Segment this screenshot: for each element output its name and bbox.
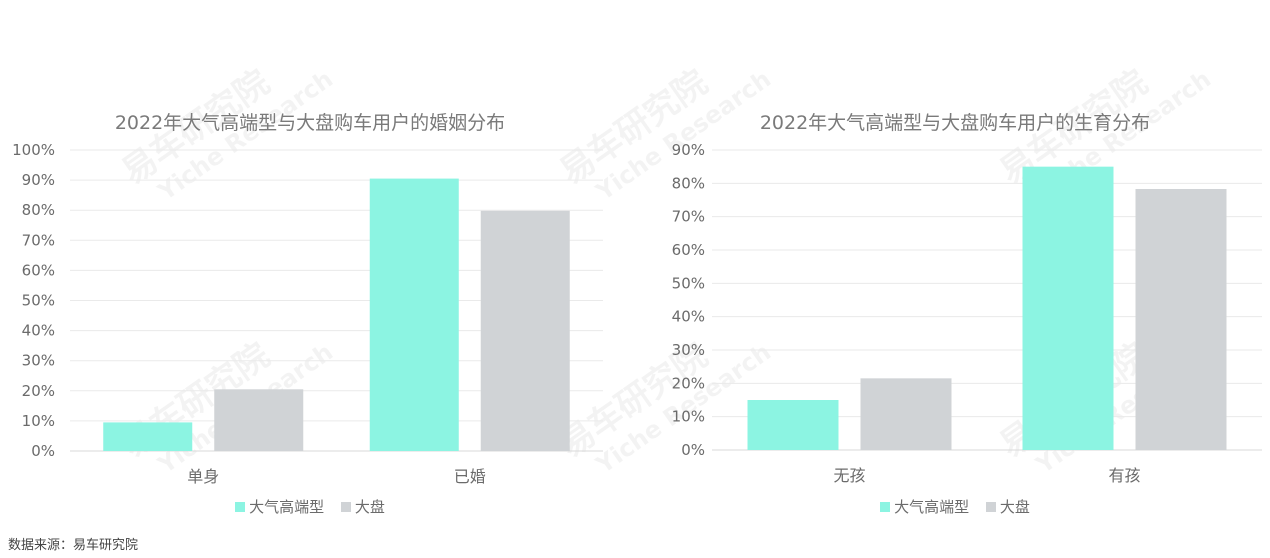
y-tick-label: 20% xyxy=(672,374,705,392)
legend-label: 大气高端型 xyxy=(249,498,325,516)
y-tick-label: 40% xyxy=(672,308,705,326)
legend-swatch xyxy=(235,502,246,512)
y-tick-label: 30% xyxy=(22,352,55,370)
bar xyxy=(214,389,304,451)
y-tick-label: 30% xyxy=(672,341,705,359)
marital-chart-plot: 0% 10% 20% 30% 40% 50% 60% 70% 80% 90% 100% 单身 已婚 xyxy=(12,141,603,486)
legend-swatch xyxy=(880,502,891,512)
legend-item: 大盘 xyxy=(985,496,1030,517)
data-source: 数据来源：易车研究院 xyxy=(8,538,139,553)
children-chart-plot: 0% 10% 20% 30% 40% 50% 60% 70% 80% 90% 无孩 有孩 xyxy=(672,141,1262,485)
bar xyxy=(480,210,570,451)
x-tick-label: 已婚 xyxy=(454,467,486,486)
y-tick-label: 60% xyxy=(22,261,55,279)
y-tick-label: 50% xyxy=(672,274,705,292)
y-tick-label: 0% xyxy=(31,442,55,460)
marital-chart: 2022年大气高端型与大盘购车用户的婚姻分布 0% 10% 20% 30% 40% 50%… xyxy=(0,0,620,520)
chart-legend: 大气高端型 大盘 xyxy=(0,496,620,517)
bar xyxy=(747,400,839,450)
bar xyxy=(369,178,459,451)
y-tick-label: 70% xyxy=(672,208,705,226)
children-chart: 2022年大气高端型与大盘购车用户的生育分布 0% 10% 20% 30% 40% 50%… xyxy=(640,0,1270,520)
legend-label: 大盘 xyxy=(999,498,1030,516)
x-tick-label: 有孩 xyxy=(1108,466,1140,485)
y-tick-label: 60% xyxy=(672,241,705,259)
y-tick-label: 0% xyxy=(681,441,705,459)
legend-swatch xyxy=(985,502,996,512)
y-tick-label: 100% xyxy=(12,141,55,159)
y-tick-label: 40% xyxy=(22,322,55,340)
chart-title: 2022年大气高端型与大盘购车用户的生育分布 xyxy=(759,112,1151,134)
y-tick-label: 90% xyxy=(22,171,55,189)
bar xyxy=(103,422,193,451)
y-tick-label: 10% xyxy=(22,412,55,430)
legend-swatch xyxy=(340,502,351,512)
chart-title: 2022年大气高端型与大盘购车用户的婚姻分布 xyxy=(114,112,506,134)
legend-item: 大气高端型 xyxy=(235,496,324,517)
y-tick-label: 90% xyxy=(672,141,705,159)
bar xyxy=(1022,166,1114,450)
bar xyxy=(860,378,952,450)
y-tick-label: 80% xyxy=(22,201,55,219)
legend-label: 大气高端型 xyxy=(894,498,970,516)
y-tick-label: 50% xyxy=(22,292,55,310)
y-tick-label: 10% xyxy=(672,408,705,426)
legend-label: 大盘 xyxy=(354,498,385,516)
legend-item: 大气高端型 xyxy=(880,496,969,517)
bar xyxy=(1135,189,1227,450)
y-tick-label: 80% xyxy=(672,174,705,192)
y-tick-label: 70% xyxy=(22,231,55,249)
legend-item: 大盘 xyxy=(340,496,385,517)
x-tick-label: 单身 xyxy=(187,467,219,486)
chart-legend: 大气高端型 大盘 xyxy=(640,496,1270,517)
y-tick-label: 20% xyxy=(22,382,55,400)
x-tick-label: 无孩 xyxy=(833,466,865,485)
